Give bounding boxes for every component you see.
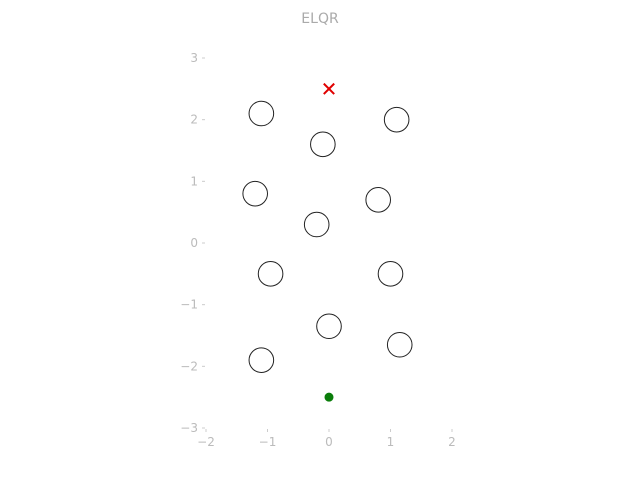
chart-title: ELQR <box>301 11 339 27</box>
obstacle-circle <box>257 261 284 287</box>
y-tick-label: −2 <box>180 359 198 373</box>
x-tick-label: −2 <box>197 435 215 449</box>
obstacle-circle <box>383 106 410 133</box>
y-axis: −3 −2 −1 0 1 2 3 <box>180 51 205 435</box>
obstacle-layer <box>242 100 413 373</box>
obstacle-circle <box>316 313 342 340</box>
y-tick-label: 0 <box>190 236 198 250</box>
obstacle-circle <box>248 347 275 373</box>
obstacle-circle <box>386 331 413 358</box>
obstacle-circle <box>242 180 268 207</box>
obstacle-circle <box>365 187 392 213</box>
y-tick-label: 2 <box>190 113 198 127</box>
y-tick-label: 3 <box>190 51 198 65</box>
x-tick-label: 1 <box>387 435 395 449</box>
x-axis: −2 −1 0 1 2 <box>197 429 456 449</box>
y-tick-label: −1 <box>180 298 198 312</box>
obstacle-circle <box>248 100 275 127</box>
y-tick-label: 1 <box>190 174 198 188</box>
obstacle-circle <box>303 211 330 238</box>
y-tick-label: −3 <box>180 421 198 435</box>
start-marker <box>324 392 334 402</box>
x-tick-label: −1 <box>259 435 277 449</box>
x-tick-label: 2 <box>448 435 456 449</box>
obstacle-circle <box>377 261 404 287</box>
marker-layer <box>323 82 335 402</box>
goal-marker <box>323 82 335 95</box>
goal-marker-stroke <box>323 82 335 95</box>
obstacle-circle <box>310 131 336 158</box>
x-tick-label: 0 <box>325 435 333 449</box>
